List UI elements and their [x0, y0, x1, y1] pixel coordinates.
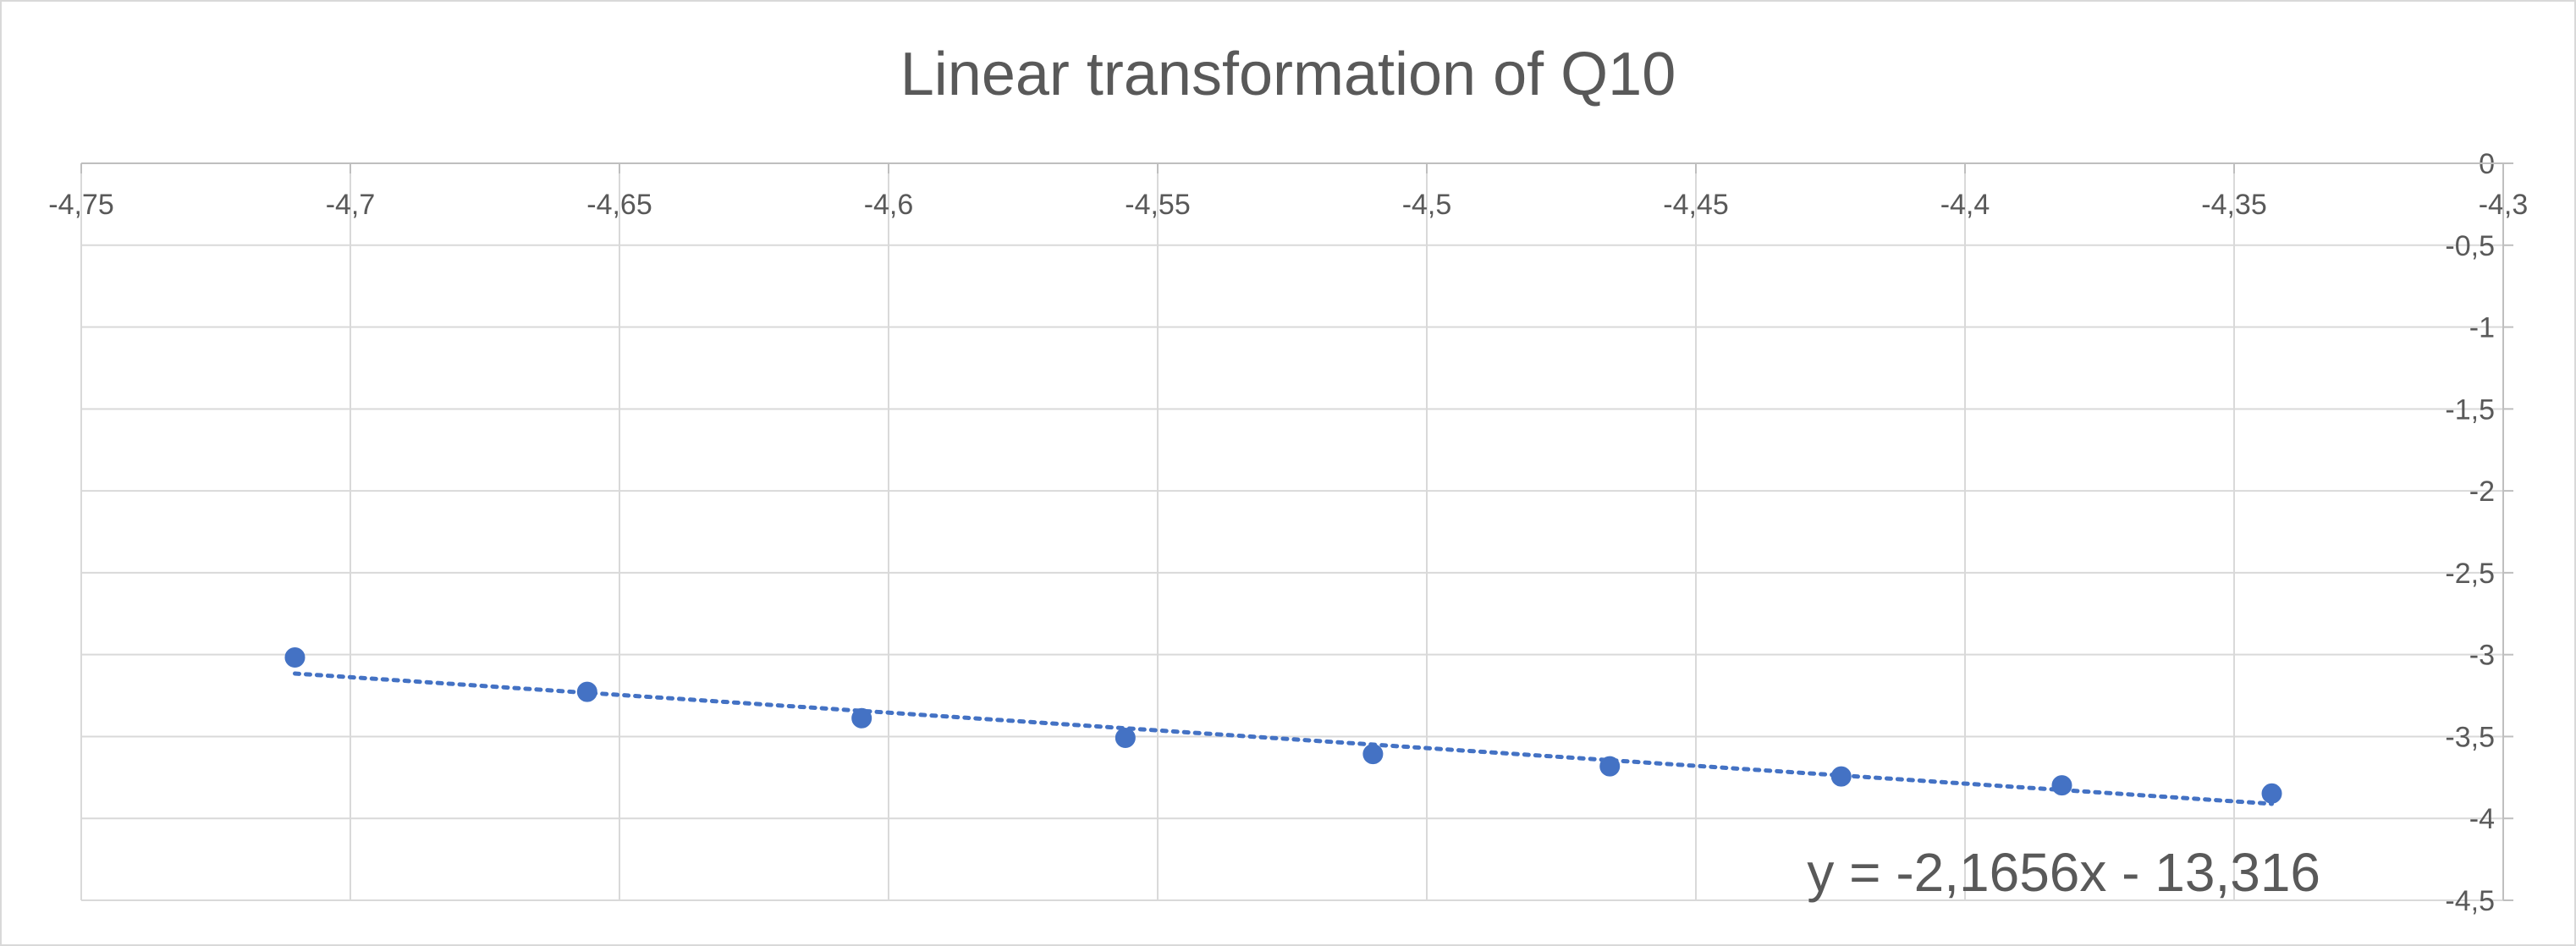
data-point — [1362, 744, 1384, 765]
x-tick-label: -4,45 — [1663, 189, 1729, 221]
data-point — [2261, 783, 2282, 804]
y-tick-label: -4,5 — [2445, 885, 2495, 917]
x-tick-label: -4,55 — [1125, 189, 1191, 221]
data-points — [284, 646, 2282, 804]
y-tick-label: -2 — [2469, 476, 2495, 508]
trendline-group — [292, 671, 2275, 806]
y-tick-label: -3 — [2469, 640, 2495, 672]
x-tick-label: -4,75 — [48, 189, 114, 221]
data-point — [1599, 756, 1621, 777]
data-point — [1115, 727, 1136, 748]
y-tick-label: -2,5 — [2445, 558, 2495, 590]
trendline-equation: y = -2,1656x - 13,316 — [1807, 842, 2320, 903]
y-tick-label: -1,5 — [2445, 393, 2495, 426]
trendline — [292, 671, 2275, 806]
chart-title: Linear transformation of Q10 — [900, 41, 1676, 108]
x-tick-label: -4,7 — [326, 189, 376, 221]
x-tick-label: -4,35 — [2201, 189, 2267, 221]
x-tick-label: -4,65 — [586, 189, 652, 221]
x-tick-label: -4,4 — [1940, 189, 1990, 221]
y-tick-label: -3,5 — [2445, 721, 2495, 753]
data-point — [851, 707, 872, 729]
data-point — [2051, 775, 2072, 796]
data-point — [284, 646, 305, 668]
data-point — [576, 681, 597, 702]
x-tick-label: -4,5 — [1402, 189, 1452, 221]
y-tick-label: -1 — [2469, 312, 2495, 344]
y-tick-label: -4 — [2469, 803, 2495, 835]
y-tick-label: -0,5 — [2445, 230, 2495, 262]
x-tick-label: -4,6 — [864, 189, 914, 221]
data-point — [1830, 766, 1852, 787]
axes: -4,75 -4,7 -4,65 -4,6 -4,55 -4,5 -4,45 -4,4 -4,3… — [48, 148, 2528, 917]
